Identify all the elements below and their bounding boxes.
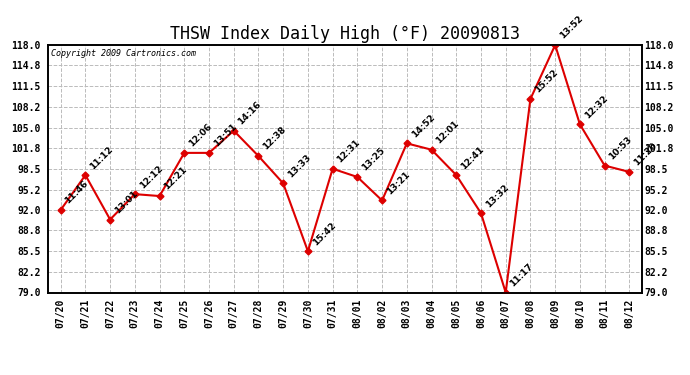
Text: 13:25: 13:25 — [360, 146, 387, 173]
Text: 12:38: 12:38 — [262, 125, 288, 152]
Text: 12:21: 12:21 — [162, 165, 189, 192]
Text: Copyright 2009 Cartronics.com: Copyright 2009 Cartronics.com — [51, 49, 196, 58]
Text: 13:51: 13:51 — [212, 122, 239, 149]
Text: 12:01: 12:01 — [434, 119, 461, 146]
Text: 10:53: 10:53 — [607, 135, 634, 161]
Text: 12:12: 12:12 — [137, 164, 164, 190]
Text: 12:41: 12:41 — [459, 144, 486, 171]
Text: 11:12: 11:12 — [88, 144, 115, 171]
Text: 13:01: 13:01 — [113, 189, 139, 215]
Text: 13:32: 13:32 — [484, 182, 511, 209]
Text: 12:31: 12:31 — [335, 138, 362, 165]
Text: 13:21: 13:21 — [385, 170, 411, 196]
Text: 11:20: 11:20 — [632, 141, 659, 168]
Text: 14:52: 14:52 — [410, 112, 436, 139]
Text: 11:17: 11:17 — [509, 262, 535, 288]
Text: 15:42: 15:42 — [310, 220, 337, 247]
Title: THSW Index Daily High (°F) 20090813: THSW Index Daily High (°F) 20090813 — [170, 26, 520, 44]
Text: 13:52: 13:52 — [558, 14, 584, 41]
Text: 12:06: 12:06 — [187, 122, 214, 149]
Text: 15:52: 15:52 — [533, 68, 560, 95]
Text: 12:32: 12:32 — [582, 93, 609, 120]
Text: 11:46: 11:46 — [63, 179, 90, 206]
Text: 13:33: 13:33 — [286, 153, 313, 179]
Text: 14:16: 14:16 — [237, 100, 263, 126]
